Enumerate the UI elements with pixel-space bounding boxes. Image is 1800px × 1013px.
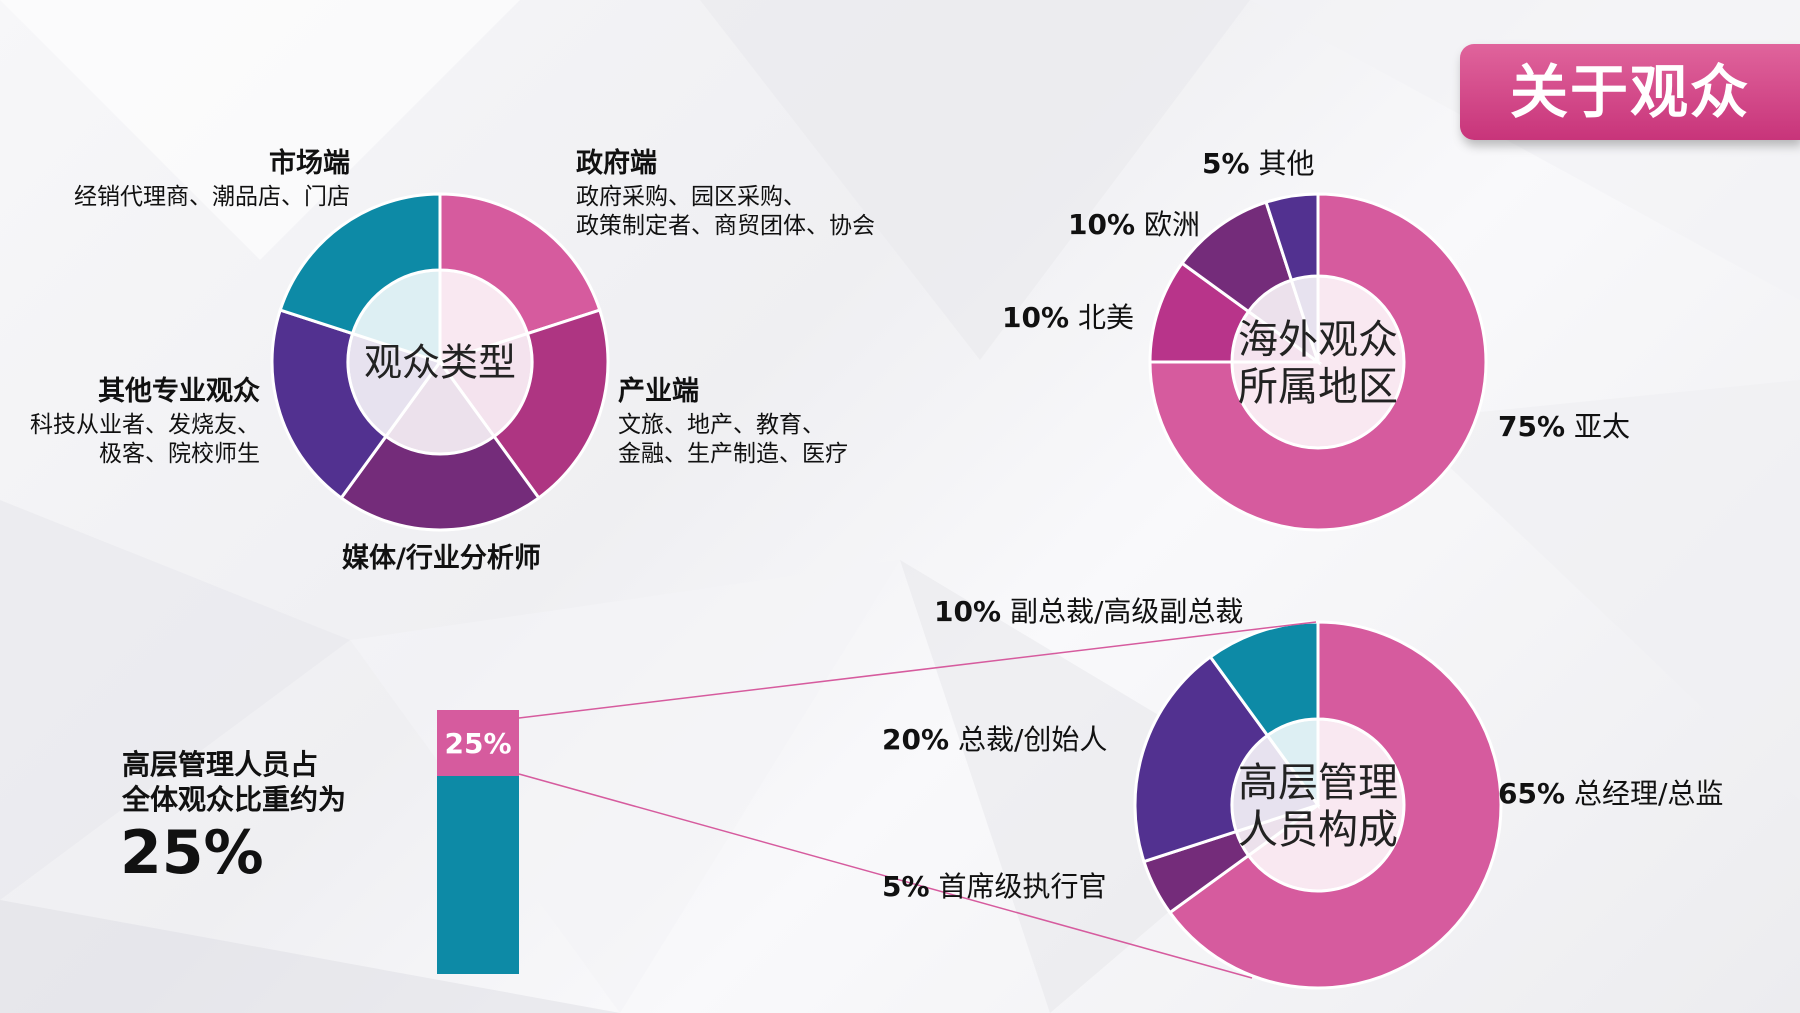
slice-detail-industry-1: 文旅、地产、教育、: [618, 412, 825, 438]
exec-name-president: 总裁/创始人: [957, 723, 1108, 756]
slice-detail-other-pro-2: 极客、院校师生: [99, 441, 260, 467]
page-title: 关于观众: [1509, 58, 1750, 126]
exec-label-president: 20% 总裁/创始人: [882, 723, 1107, 757]
slice-label-industry: 产业端: [618, 376, 699, 407]
region-name-north-america: 北美: [1077, 301, 1134, 334]
slice-detail-government-2: 政策制定者、商贸团体、协会: [576, 213, 875, 239]
region-label-other: 5% 其他: [1202, 147, 1314, 181]
slice-detail-other-pro-1: 科技从业者、发烧友、: [30, 412, 260, 438]
exec-share-bar-segment-1: [437, 776, 519, 974]
exec-name-vp: 副总裁/高级副总裁: [1009, 595, 1244, 628]
exec-label-vp: 10% 副总裁/高级副总裁: [934, 595, 1243, 629]
region-label-europe: 10% 欧洲: [1068, 208, 1200, 242]
audience-type-slice-0: [438, 192, 602, 336]
overseas-region-center-label-1: 所属地区: [1238, 364, 1398, 410]
region-pct-europe: 10%: [1068, 208, 1136, 241]
connector-line-top: [518, 621, 1317, 719]
slice-detail-industry-2: 金融、生产制造、医疗: [618, 441, 848, 467]
region-pct-other: 5%: [1202, 147, 1250, 180]
overseas-region-slice-0: [1148, 192, 1488, 532]
region-label-asia-pacific: 75% 亚太: [1498, 410, 1630, 444]
region-name-europe: 欧洲: [1143, 208, 1200, 241]
exec-composition-slice-0: [1167, 620, 1503, 990]
exec-composition-center-label-1: 人员构成: [1238, 807, 1398, 853]
region-pct-asia-pacific: 75%: [1498, 410, 1566, 443]
audience-type-slice-1: [491, 308, 610, 501]
slice-detail-market-1: 经销代理商、潮品店、门店: [74, 184, 350, 210]
exec-composition-slice-2: [1133, 654, 1270, 864]
region-name-other: 其他: [1258, 147, 1315, 180]
exec-label-gm: 65% 总经理/总监: [1498, 777, 1723, 811]
exec-composition-center-label-0: 高层管理: [1238, 760, 1398, 806]
slice-label-market: 市场端: [269, 148, 350, 179]
exec-pct-gm: 65%: [1498, 777, 1566, 810]
exec-pct-president: 20%: [882, 723, 950, 756]
region-label-north-america: 10% 北美: [1002, 301, 1134, 335]
exec-share-value: 25%: [120, 818, 264, 888]
exec-share-caption-1: 高层管理人员占: [122, 748, 319, 781]
connector-line-bottom: [518, 773, 1253, 979]
slice-label-media: 媒体/行业分析师: [342, 543, 541, 574]
audience-type-center-label-0: 观众类型: [364, 341, 516, 385]
overseas-region-center-label-0: 海外观众: [1238, 317, 1398, 363]
region-pct-north-america: 10%: [1002, 301, 1070, 334]
region-name-asia-pacific: 亚太: [1573, 410, 1630, 443]
exec-name-gm: 总经理/总监: [1573, 777, 1724, 810]
slice-detail-government-1: 政府采购、园区采购、: [576, 184, 806, 210]
slice-label-other-pro: 其他专业观众: [98, 376, 260, 407]
audience-type-slice-4: [278, 192, 442, 336]
exec-pct-vp: 10%: [934, 595, 1002, 628]
exec-label-ceo: 5% 首席级执行官: [882, 870, 1106, 904]
exec-composition-slice-3: [1208, 620, 1320, 738]
exec-name-ceo: 首席级执行官: [938, 870, 1107, 903]
slice-label-government: 政府端: [576, 148, 657, 179]
exec-share-bar-label-0: 25%: [444, 727, 511, 760]
audience-type-slice-2: [339, 434, 541, 532]
exec-share-caption-2: 全体观众比重约为: [122, 783, 347, 816]
audience-type-slice-3: [270, 308, 389, 501]
title-badge: 关于观众: [1460, 44, 1800, 140]
exec-pct-ceo: 5%: [882, 870, 930, 903]
exec-share-bar-segment-0: [437, 710, 519, 776]
overseas-region-slice-3: [1264, 192, 1320, 283]
